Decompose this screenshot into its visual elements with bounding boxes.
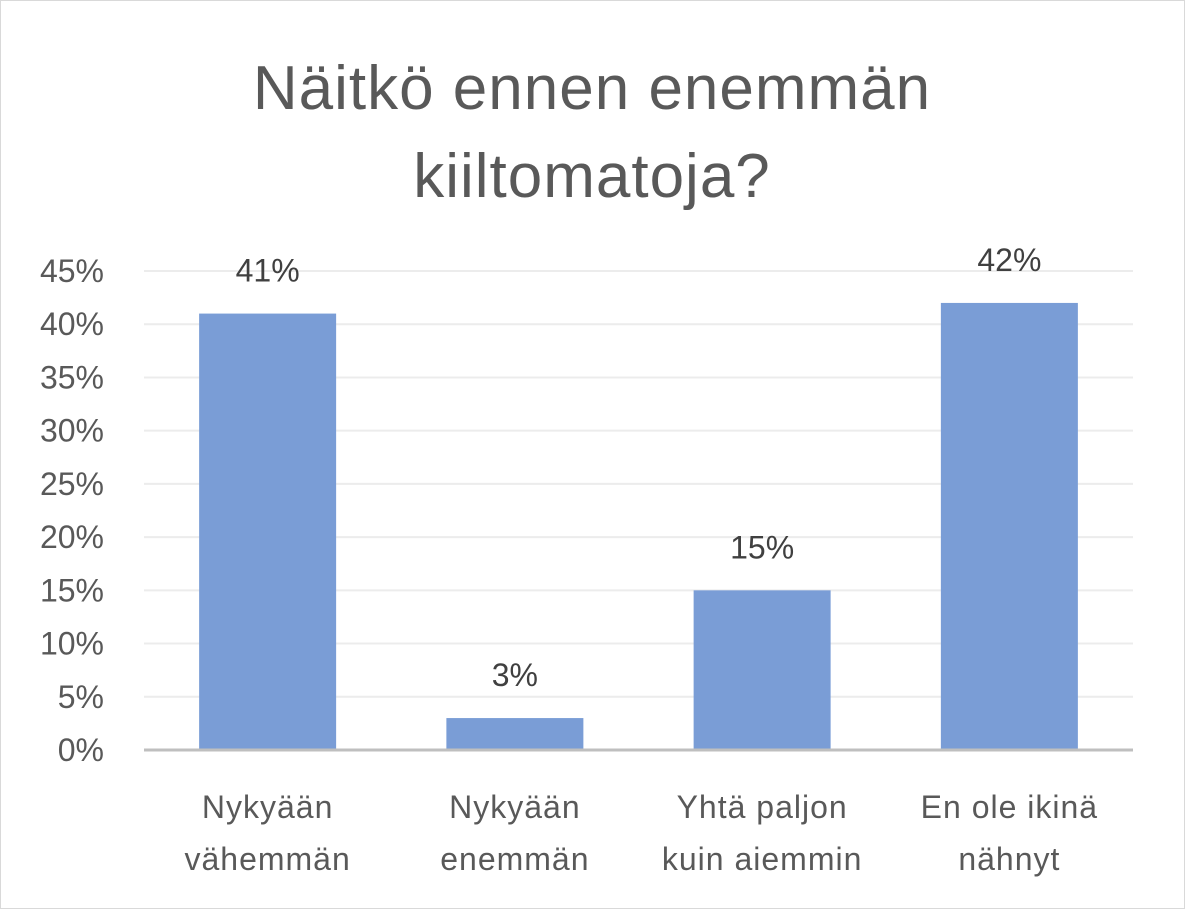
- y-tick-label: 40%: [40, 306, 104, 342]
- bar: [446, 718, 584, 750]
- bar: [693, 590, 831, 750]
- y-tick-label: 15%: [40, 572, 104, 608]
- data-label: 41%: [236, 253, 300, 289]
- category-label: Nykyään: [449, 789, 581, 825]
- y-tick-label: 20%: [40, 519, 104, 555]
- category-label: Yhtä paljon: [677, 789, 848, 825]
- data-labels: 41% 3% 15% 42%: [236, 242, 1042, 693]
- chart-title: Näitkö ennen enemmän kiiltomatoja?: [253, 54, 931, 211]
- category-label: kuin aiemmin: [662, 841, 863, 877]
- chart-title-line-2: kiiltomatoja?: [413, 142, 771, 211]
- category-label: Nykyään: [202, 789, 334, 825]
- y-axis-tick-labels: 0% 5% 10% 15% 20% 25% 30% 35% 40% 45%: [40, 253, 104, 768]
- x-axis-category-labels: Nykyään vähemmän Nykyään enemmän Yhtä paljon…: [184, 789, 1098, 877]
- y-tick-label: 10%: [40, 626, 104, 662]
- chart-title-line-1: Näitkö ennen enemmän: [253, 54, 931, 123]
- data-label: 42%: [977, 242, 1041, 278]
- bars: [199, 302, 1078, 750]
- bar: [199, 313, 337, 750]
- bar: [940, 302, 1078, 750]
- y-tick-label: 45%: [40, 253, 104, 289]
- y-tick-label: 0%: [58, 732, 104, 768]
- data-label: 3%: [492, 657, 538, 693]
- y-tick-label: 25%: [40, 466, 104, 502]
- y-tick-label: 35%: [40, 359, 104, 395]
- category-label: enemmän: [440, 841, 589, 877]
- category-label: En ole ikinä: [921, 789, 1098, 825]
- y-tick-label: 5%: [58, 679, 104, 715]
- category-label: nähnyt: [958, 841, 1060, 877]
- data-label: 15%: [730, 529, 794, 565]
- category-label: vähemmän: [184, 841, 350, 877]
- y-tick-label: 30%: [40, 413, 104, 449]
